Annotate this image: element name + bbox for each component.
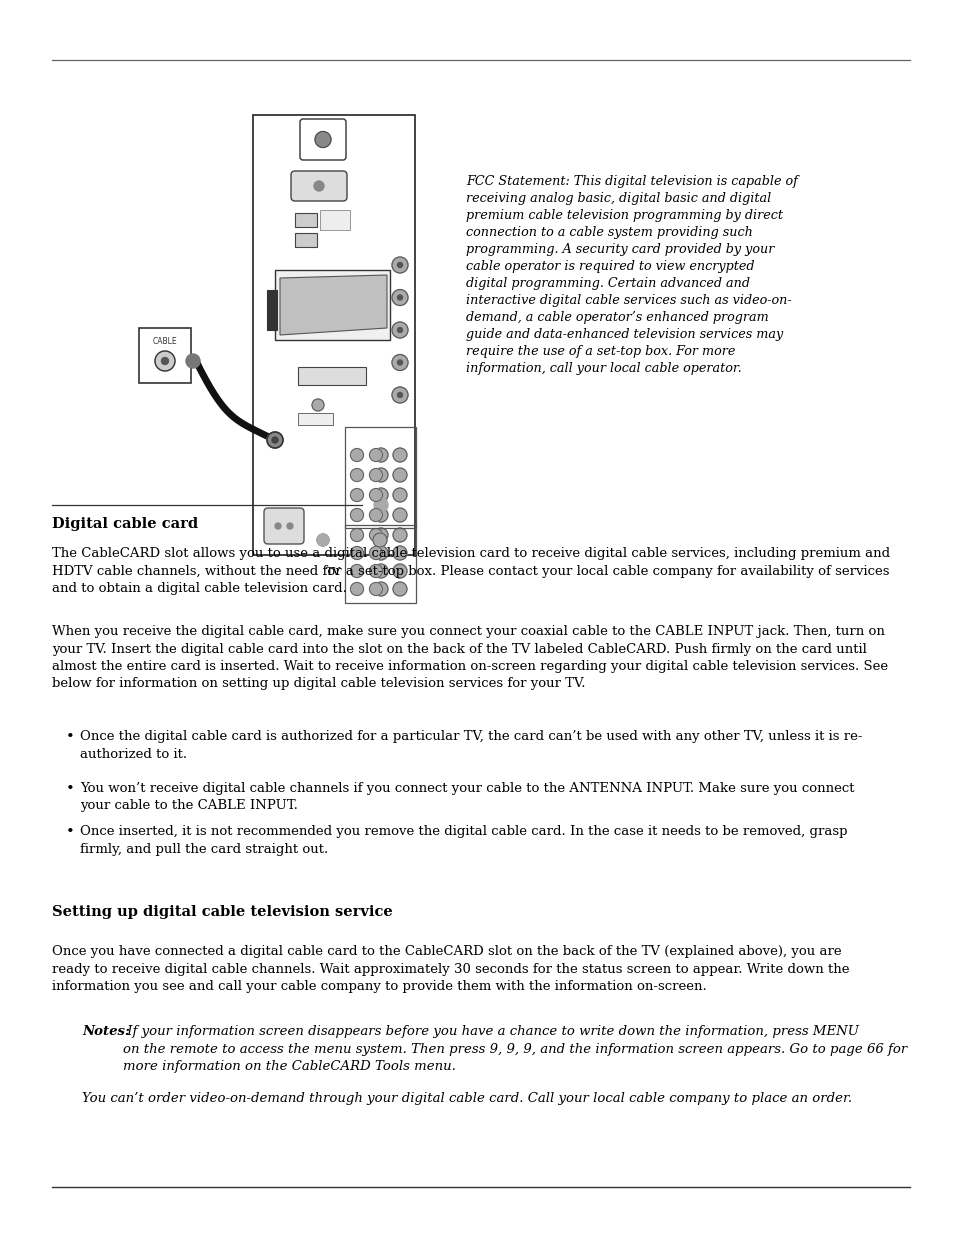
Circle shape [393,488,407,501]
Circle shape [397,295,402,300]
Text: The CableCARD slot allows you to use a digital cable television card to receive : The CableCARD slot allows you to use a d… [52,547,889,595]
Circle shape [392,322,408,338]
Circle shape [274,522,281,529]
Circle shape [374,488,388,501]
Circle shape [392,289,408,305]
Circle shape [374,564,388,578]
Circle shape [350,547,363,559]
Bar [139,327,191,383]
Text: You won’t receive digital cable channels if you connect your cable to the ANTENN: You won’t receive digital cable channels… [80,782,854,813]
Circle shape [350,529,363,541]
Circle shape [369,448,382,462]
Circle shape [369,564,382,578]
Text: FCC Statement: This digital television is capable of
receiving analog basic, dig: FCC Statement: This digital television i… [465,175,797,375]
Bar [253,115,415,555]
Circle shape [397,263,402,268]
Circle shape [312,399,324,411]
Circle shape [161,357,169,364]
Circle shape [392,257,408,273]
FancyBboxPatch shape [291,170,347,201]
Circle shape [392,354,408,370]
Bar [319,210,350,230]
Bar [297,412,333,425]
Circle shape [350,509,363,521]
Circle shape [154,351,174,370]
Circle shape [272,437,277,443]
Circle shape [393,529,407,542]
Circle shape [374,468,388,482]
Circle shape [369,489,382,501]
Text: If your information screen disappears before you have a chance to write down the: If your information screen disappears be… [123,1025,906,1073]
Circle shape [397,393,402,398]
Text: TV: TV [326,567,341,577]
Circle shape [287,522,293,529]
Circle shape [350,448,363,462]
FancyBboxPatch shape [264,508,304,543]
Circle shape [350,564,363,578]
Circle shape [393,468,407,482]
Circle shape [186,354,200,368]
Circle shape [374,546,388,559]
Circle shape [267,432,283,448]
Text: CABLE: CABLE [152,336,177,346]
Text: Once you have connected a digital cable card to the CableCARD slot on the back o: Once you have connected a digital cable … [52,945,848,993]
Text: Notes:: Notes: [82,1025,130,1037]
Circle shape [374,529,388,542]
Circle shape [369,529,382,541]
Circle shape [374,498,388,513]
Text: •: • [66,782,74,797]
Text: •: • [66,730,74,743]
Bar [267,290,276,330]
Circle shape [350,583,363,595]
Text: Once inserted, it is not recommended you remove the digital cable card. In the c: Once inserted, it is not recommended you… [80,825,846,856]
Bar [294,212,316,227]
Text: You can’t order video-on-demand through your digital cable card. Call your local: You can’t order video-on-demand through … [82,1092,851,1105]
Circle shape [369,583,382,595]
FancyBboxPatch shape [299,119,346,161]
Circle shape [314,182,324,191]
Circle shape [316,534,329,546]
Circle shape [374,582,388,597]
Circle shape [369,468,382,482]
Circle shape [393,564,407,578]
Circle shape [350,489,363,501]
Text: When you receive the digital cable card, make sure you connect your coaxial cabl: When you receive the digital cable card,… [52,625,887,690]
Circle shape [314,131,331,147]
Polygon shape [280,275,387,335]
Circle shape [350,468,363,482]
Circle shape [393,448,407,462]
Text: Setting up digital cable television service: Setting up digital cable television serv… [52,905,393,919]
Circle shape [397,327,402,332]
Circle shape [369,509,382,521]
Bar [294,233,316,247]
Circle shape [373,534,387,547]
Circle shape [369,547,382,559]
Circle shape [374,448,388,462]
Text: Once the digital cable card is authorized for a particular TV, the card can’t be: Once the digital cable card is authorize… [80,730,862,761]
Bar [274,270,390,340]
Circle shape [392,387,408,403]
Circle shape [393,582,407,597]
Text: •: • [66,825,74,839]
Text: Digital cable card: Digital cable card [52,517,198,531]
Circle shape [393,546,407,559]
Circle shape [393,508,407,522]
Circle shape [397,359,402,366]
Circle shape [316,534,329,546]
Circle shape [374,508,388,522]
Bar [297,367,366,385]
